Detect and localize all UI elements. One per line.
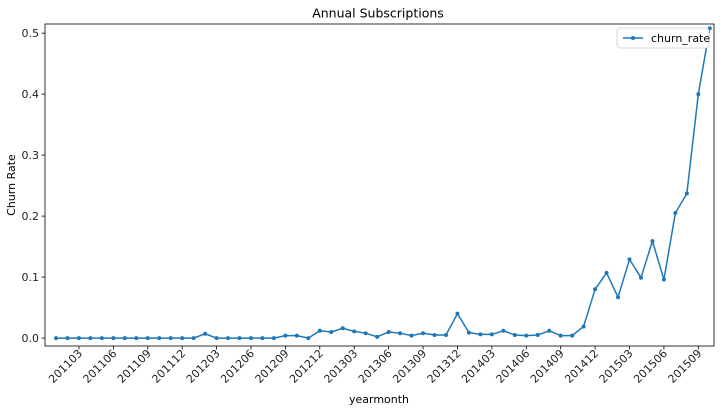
data-point — [88, 336, 93, 341]
y-axis-label: Churn Rate — [5, 154, 18, 216]
data-point — [329, 329, 334, 334]
data-point — [214, 336, 219, 341]
data-point — [54, 336, 58, 341]
data-point — [478, 332, 483, 337]
data-point — [650, 239, 655, 244]
data-point — [524, 333, 529, 338]
churn-rate-line — [56, 28, 711, 339]
x-tick-label: 201412 — [562, 347, 601, 386]
data-point — [409, 333, 414, 338]
data-point — [604, 270, 609, 275]
x-tick-label: 201203 — [184, 347, 223, 386]
x-tick-label: 201306 — [356, 347, 395, 386]
data-point — [283, 333, 288, 338]
data-point — [271, 336, 276, 341]
data-point — [627, 257, 632, 262]
y-tick-label: 0.5 — [22, 27, 40, 40]
x-tick-label: 201106 — [81, 347, 120, 386]
data-point — [616, 295, 621, 300]
data-point — [65, 336, 70, 341]
data-point — [421, 331, 426, 336]
data-point — [248, 336, 253, 341]
data-point — [122, 336, 127, 341]
x-axis: 2011032011062011092011122012032012062012… — [46, 346, 704, 386]
data-point — [352, 329, 357, 334]
x-tick-label: 201303 — [321, 347, 360, 386]
data-point — [145, 336, 150, 341]
data-point — [684, 191, 689, 196]
data-point — [696, 92, 701, 97]
data-point — [340, 326, 345, 331]
data-point — [375, 334, 380, 339]
data-point — [466, 330, 471, 335]
x-tick-label: 201312 — [425, 347, 464, 386]
x-tick-label: 201212 — [287, 347, 326, 386]
data-point — [157, 336, 162, 341]
y-axis: 0.0 0.1 0.2 0.3 0.4 0.5 — [22, 27, 45, 345]
y-tick-label: 0.1 — [22, 271, 40, 284]
data-point — [203, 331, 208, 336]
data-point — [547, 328, 552, 333]
data-point — [306, 336, 311, 341]
data-point — [443, 333, 448, 338]
data-point — [317, 328, 322, 333]
data-point — [134, 336, 139, 341]
x-axis-label: yearmonth — [349, 393, 409, 406]
x-tick-label: 201103 — [46, 347, 85, 386]
data-point — [237, 336, 242, 341]
data-point — [226, 336, 231, 341]
series-group — [54, 26, 712, 341]
x-tick-label: 201406 — [494, 347, 533, 386]
data-point — [111, 336, 116, 341]
data-point — [191, 336, 196, 341]
data-point — [398, 331, 403, 336]
data-point — [432, 333, 437, 338]
data-point — [386, 329, 391, 334]
y-tick-label: 0.4 — [22, 88, 40, 101]
data-point — [673, 211, 678, 216]
data-point — [535, 333, 540, 338]
data-point — [512, 333, 517, 338]
chart-title: Annual Subscriptions — [312, 6, 444, 21]
data-point — [99, 336, 104, 341]
y-tick-label: 0.3 — [22, 149, 40, 162]
data-point — [260, 336, 265, 341]
x-tick-label: 201403 — [459, 347, 498, 386]
x-tick-label: 201109 — [115, 347, 154, 386]
data-point — [570, 333, 575, 338]
data-point — [455, 311, 460, 316]
data-point — [661, 277, 666, 282]
data-point — [593, 287, 598, 292]
data-point — [294, 333, 299, 338]
data-point — [501, 328, 506, 333]
x-tick-label: 201209 — [253, 347, 292, 386]
x-tick-label: 201206 — [218, 347, 257, 386]
data-point — [76, 336, 81, 341]
x-tick-label: 201506 — [631, 347, 670, 386]
data-point — [558, 333, 563, 338]
legend: churn_rate — [616, 27, 710, 49]
data-point — [168, 336, 173, 341]
plot-area — [44, 23, 715, 347]
data-point — [363, 331, 368, 336]
data-point — [489, 332, 494, 337]
y-tick-label: 0.2 — [22, 210, 40, 223]
x-tick-label: 201509 — [666, 347, 705, 386]
data-point — [180, 336, 185, 341]
x-tick-label: 201112 — [149, 347, 188, 386]
x-tick-label: 201503 — [597, 347, 636, 386]
legend-box — [616, 27, 710, 49]
x-tick-label: 201409 — [528, 347, 567, 386]
legend-label: churn_rate — [651, 32, 710, 45]
y-tick-label: 0.0 — [22, 332, 40, 345]
data-point — [638, 275, 643, 280]
legend-marker — [631, 36, 635, 40]
data-point — [581, 324, 586, 329]
x-tick-label: 201309 — [390, 347, 429, 386]
